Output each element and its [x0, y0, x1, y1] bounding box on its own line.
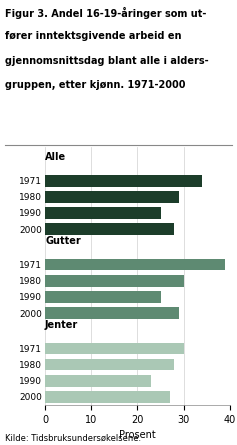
Text: Gutter: Gutter	[45, 236, 81, 246]
Bar	[45, 259, 225, 271]
Text: Jenter: Jenter	[45, 320, 78, 330]
Bar	[45, 175, 202, 186]
Text: gruppen, etter kjønn. 1971-2000: gruppen, etter kjønn. 1971-2000	[5, 80, 185, 90]
Bar	[45, 275, 184, 287]
Bar	[45, 191, 179, 202]
Text: fører inntektsgivende arbeid en: fører inntektsgivende arbeid en	[5, 31, 181, 41]
X-axis label: Prosent: Prosent	[119, 430, 156, 440]
Text: Kilde: Tidsbruksundersøkelsene.: Kilde: Tidsbruksundersøkelsene.	[5, 434, 141, 443]
Text: Alle: Alle	[45, 152, 66, 162]
Bar	[45, 307, 179, 319]
Bar	[45, 291, 160, 303]
Bar	[45, 391, 170, 403]
Text: Figur 3. Andel 16-19-åringer som ut-: Figur 3. Andel 16-19-åringer som ut-	[5, 7, 206, 19]
Bar	[45, 223, 174, 235]
Bar	[45, 207, 160, 219]
Bar	[45, 343, 184, 354]
Bar	[45, 359, 174, 370]
Bar	[45, 375, 151, 387]
Text: gjennomsnittsdag blant alle i alders-: gjennomsnittsdag blant alle i alders-	[5, 56, 208, 65]
